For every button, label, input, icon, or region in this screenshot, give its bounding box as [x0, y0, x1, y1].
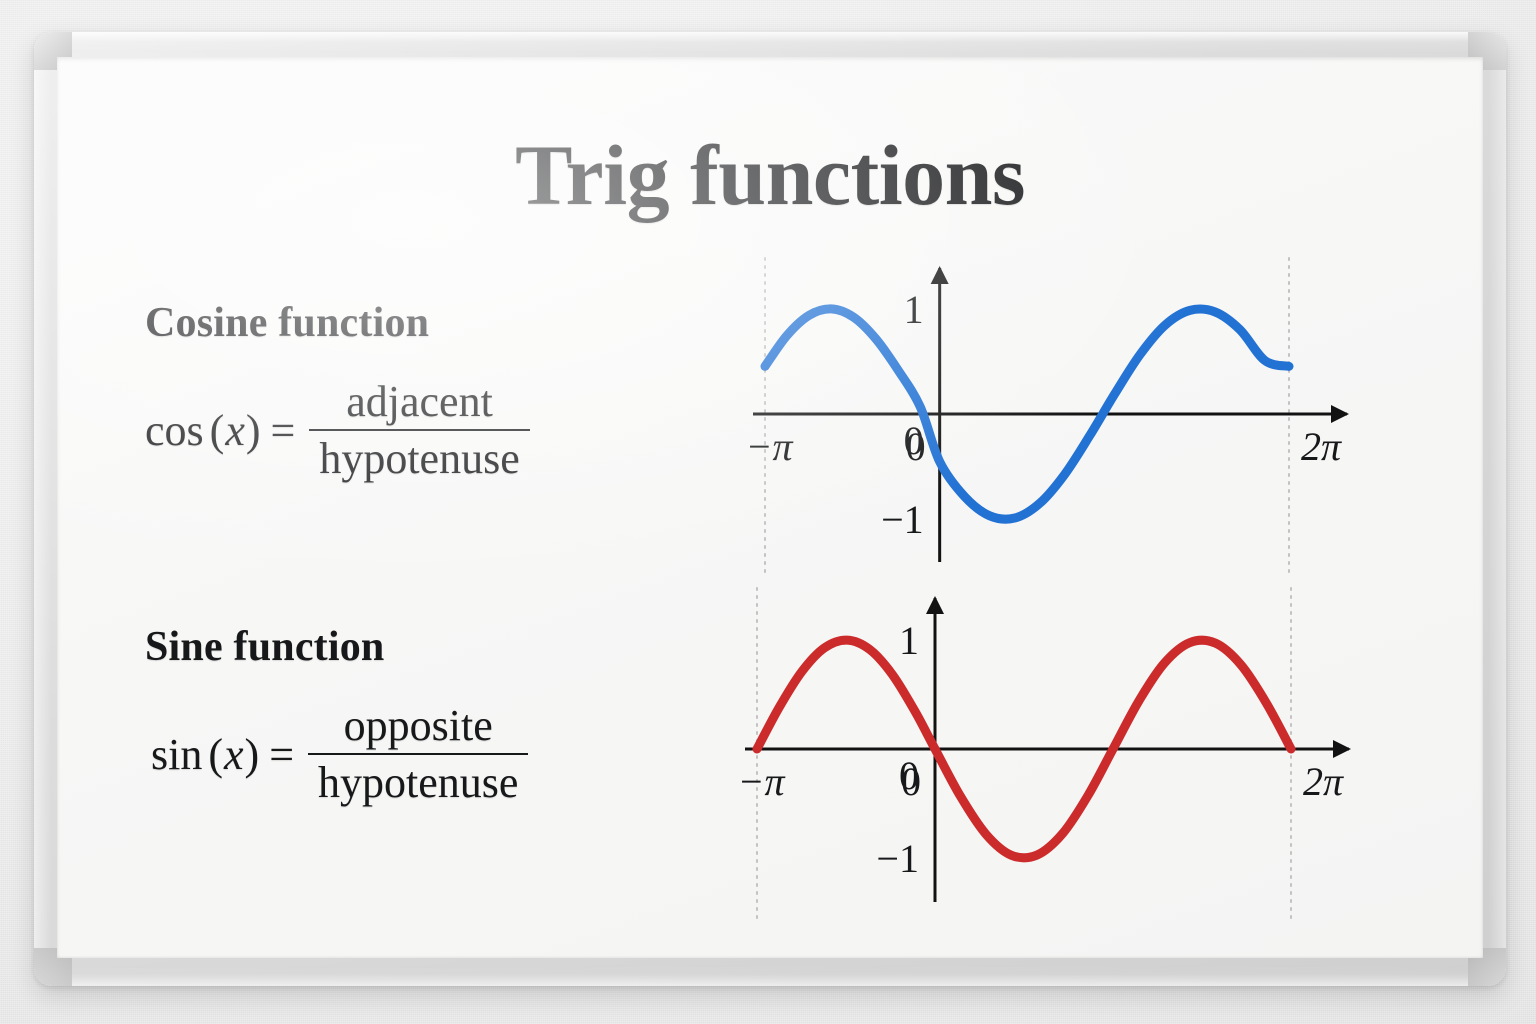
- cosine-fraction-bar: [309, 429, 530, 432]
- sine-close-paren: ): [244, 729, 260, 779]
- sine-fraction-bar: [308, 753, 529, 756]
- cosine-fraction: adjacent hypotenuse: [309, 377, 530, 484]
- x-tick-label-1: 0: [906, 424, 926, 469]
- cosine-heading: Cosine function: [145, 300, 430, 346]
- board-writing-surface: Trig functions Cosine function cos ( x )…: [57, 57, 1483, 958]
- y-tick-label-1: 0: [899, 753, 919, 798]
- sine-variable: x: [224, 729, 244, 779]
- sine-graph-svg: 1 0 −1 −π 0 2π: [737, 587, 1351, 919]
- cosine-equals-sign: =: [270, 405, 296, 455]
- x-axis-arrowhead: [1333, 740, 1351, 758]
- cosine-close-paren: ): [245, 405, 261, 455]
- cosine-graph: 1 0 −1 −π 0 2π: [745, 252, 1367, 582]
- y-tick-label-2: −1: [881, 497, 924, 542]
- sine-equals-sign: =: [269, 729, 295, 779]
- sine-denominator: hypotenuse: [318, 758, 519, 808]
- x-axis-arrowhead: [1331, 405, 1349, 423]
- section-sine: Sine function sin ( x ) = opposite hypot…: [145, 623, 529, 808]
- section-cosine: Cosine function cos ( x ) = adjacent hyp…: [145, 299, 530, 484]
- y-axis-arrowhead: [930, 266, 949, 284]
- y-axis-arrowhead: [925, 596, 944, 614]
- cosine-function-name: cos: [145, 405, 204, 455]
- x-tick-label-2: 2π: [1303, 759, 1344, 804]
- y-tick-label-0: 1: [904, 287, 924, 332]
- cosine-numerator: adjacent: [346, 377, 493, 426]
- cosine-formula: cos ( x ) = adjacent hypotenuse: [145, 377, 530, 484]
- cosine-graph-series-0: [760, 304, 1294, 524]
- sine-graph-series-0: [752, 635, 1296, 863]
- x-tick-label-0: −π: [745, 424, 793, 469]
- y-tick-label-2: −1: [876, 836, 919, 881]
- sine-function-name: sin: [151, 729, 203, 779]
- sine-fraction: opposite hypotenuse: [308, 701, 529, 808]
- x-tick-label-1: 0: [901, 759, 921, 804]
- cosine-graph-svg: 1 0 −1 −π 0 2π: [745, 257, 1349, 579]
- y-tick-label-1: 0: [904, 418, 924, 463]
- x-tick-label-0: −π: [737, 759, 785, 804]
- page-title: Trig functions: [515, 127, 1025, 223]
- y-tick-label-0: 1: [899, 618, 919, 663]
- sine-graph: 1 0 −1 −π 0 2π: [737, 582, 1369, 922]
- sine-open-paren: (: [208, 729, 224, 779]
- whiteboard: Trig functions Cosine function cos ( x )…: [34, 32, 1506, 986]
- cosine-denominator: hypotenuse: [319, 434, 520, 484]
- cosine-variable: x: [225, 405, 245, 455]
- sine-formula: sin ( x ) = opposite hypotenuse: [151, 701, 529, 808]
- sine-numerator: opposite: [343, 701, 493, 750]
- sine-heading: Sine function: [145, 624, 385, 670]
- x-tick-label-2: 2π: [1301, 424, 1342, 469]
- cosine-open-paren: (: [209, 405, 225, 455]
